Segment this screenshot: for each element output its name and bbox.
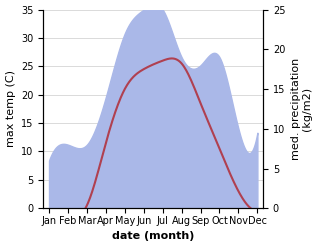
Y-axis label: med. precipitation
(kg/m2): med. precipitation (kg/m2): [291, 58, 313, 160]
Y-axis label: max temp (C): max temp (C): [5, 70, 16, 147]
X-axis label: date (month): date (month): [112, 231, 194, 242]
